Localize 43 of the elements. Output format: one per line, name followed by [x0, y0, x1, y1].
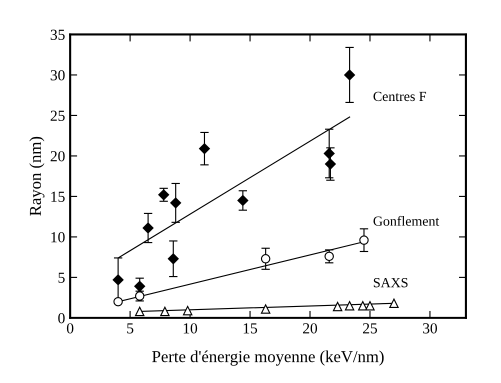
point — [365, 301, 375, 310]
point — [324, 158, 336, 170]
point — [324, 148, 335, 159]
series-label: Centres F — [373, 92, 426, 102]
point — [160, 306, 170, 316]
point — [134, 306, 144, 316]
point — [168, 253, 179, 264]
point — [199, 143, 210, 154]
y-tick-label: 20 — [50, 151, 65, 162]
x-tick-label: 0 — [66, 323, 74, 334]
point — [112, 274, 124, 286]
x-tick-label: 10 — [184, 323, 198, 334]
point — [324, 252, 334, 262]
point — [260, 254, 270, 264]
point — [170, 197, 182, 208]
y-axis-title: Rayon (nm) — [29, 136, 44, 216]
series-label: Gonflement — [373, 216, 440, 226]
point — [389, 298, 399, 308]
point — [113, 296, 123, 306]
y-tick-label: 30 — [50, 70, 65, 80]
x-axis-title: Perte d'énergie moyenne (keV/nm) — [152, 350, 384, 366]
y-tick-label: 25 — [50, 110, 65, 121]
x-tick-label: 20 — [303, 323, 318, 334]
point — [332, 302, 342, 312]
x-tick-label: 15 — [244, 323, 258, 334]
point — [344, 69, 356, 80]
y-tick-label: 0 — [58, 313, 65, 324]
x-tick-label: 25 — [363, 323, 378, 334]
point — [344, 301, 354, 310]
y-tick-label: 10 — [51, 232, 65, 242]
point — [134, 280, 146, 292]
point — [260, 304, 270, 314]
y-tick-label: 15 — [51, 192, 65, 202]
point — [358, 301, 368, 310]
point — [237, 195, 248, 206]
series-label: SAXS — [374, 278, 408, 288]
y-tick-label: 5 — [58, 272, 65, 283]
x-tick-label: 30 — [423, 323, 438, 334]
point — [359, 235, 369, 245]
point — [182, 306, 192, 316]
y-tick-label: 35 — [50, 30, 65, 40]
point — [142, 222, 154, 234]
x-tick-label: 5 — [127, 323, 134, 334]
